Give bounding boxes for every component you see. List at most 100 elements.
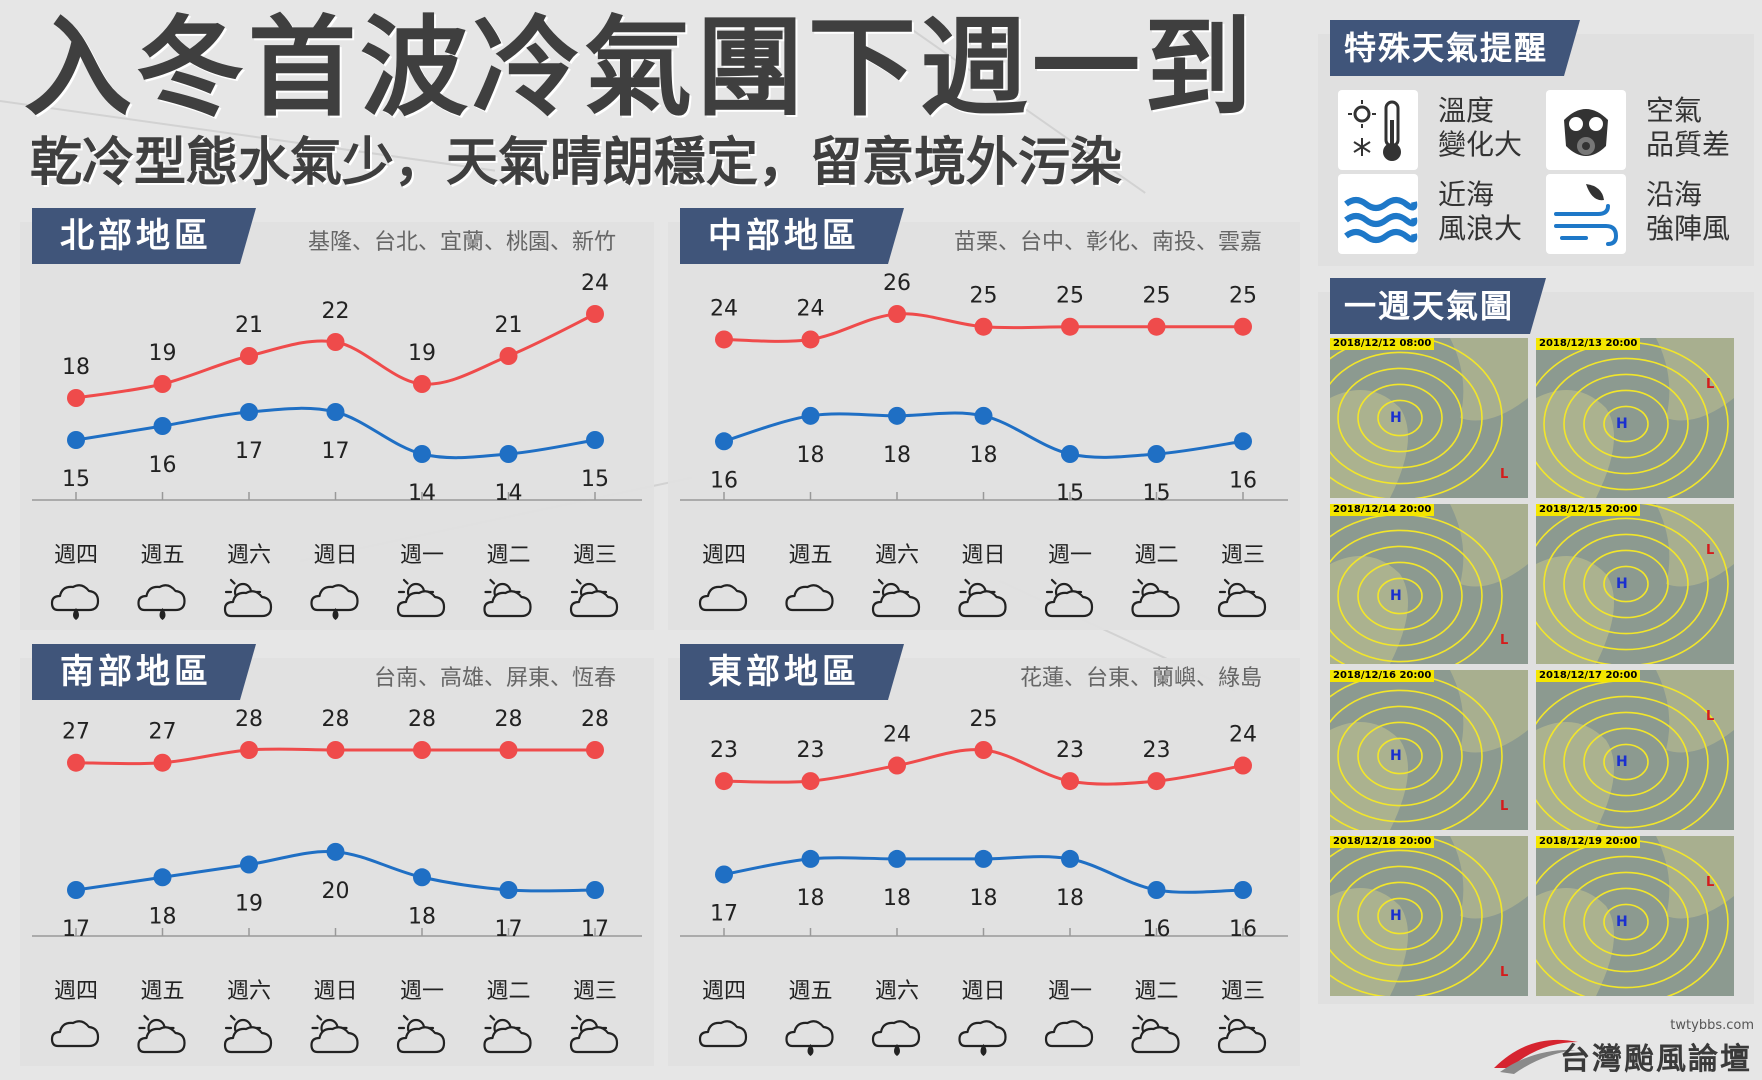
x-tick-label: 週日 bbox=[961, 979, 1005, 1004]
x-tick-label: 週一 bbox=[1048, 543, 1092, 568]
cloud-icon bbox=[698, 1020, 748, 1048]
x-tick-label: 週日 bbox=[313, 979, 357, 1004]
low-temp-point bbox=[1147, 445, 1166, 463]
data-label: 17 bbox=[62, 917, 90, 942]
cloud-icon bbox=[698, 584, 748, 612]
data-label: 23 bbox=[1143, 738, 1171, 763]
temperature-chart-north: 週四 週五 週六 週日 週一 週二 週三 18 19 21 22 19 21 24 15 16 17 17 14 14… bbox=[32, 271, 642, 620]
high-temp-point bbox=[586, 741, 604, 759]
x-tick-label: 週一 bbox=[400, 543, 444, 568]
data-label: 25 bbox=[1143, 284, 1171, 309]
svg-text:H: H bbox=[1616, 576, 1628, 592]
x-tick-label: 週三 bbox=[573, 543, 617, 568]
high-temp-point bbox=[1234, 756, 1252, 775]
high-temp-point bbox=[586, 305, 604, 323]
cloud-rain-icon bbox=[310, 584, 359, 620]
alert-wind: 沿海 強陣風 bbox=[1546, 174, 1746, 254]
x-tick-label: 週二 bbox=[1134, 979, 1178, 1004]
alert-label-line1: 空氣 bbox=[1646, 94, 1703, 127]
low-temp-point bbox=[1061, 849, 1079, 868]
temperature-chart-central: 週四 週五 週六 週日 週一 週二 週三 24 24 26 25 25 25 25 16 18 18 18 15 15… bbox=[680, 271, 1288, 618]
x-tick-label: 週五 bbox=[140, 979, 184, 1004]
region-cities: 基隆、台北、宜蘭、桃園、新竹 bbox=[307, 230, 616, 255]
high-temp-point bbox=[801, 772, 820, 791]
data-label: 28 bbox=[495, 707, 523, 732]
svg-text:H: H bbox=[1616, 914, 1628, 930]
svg-text:L: L bbox=[1500, 633, 1508, 648]
data-label: 24 bbox=[1229, 723, 1257, 748]
low-temp-point bbox=[413, 868, 431, 887]
svg-text:H: H bbox=[1390, 588, 1402, 604]
low-temp-point bbox=[499, 445, 518, 463]
data-label: 26 bbox=[883, 271, 911, 296]
low-temp-point bbox=[888, 849, 906, 868]
low-temp-point bbox=[326, 842, 345, 861]
x-tick-label: 週三 bbox=[573, 979, 617, 1004]
data-label: 24 bbox=[883, 723, 911, 748]
x-tick-label: 週六 bbox=[875, 979, 919, 1004]
data-label: 24 bbox=[581, 271, 609, 296]
high-temp-point bbox=[801, 330, 820, 349]
temperature-chart-south: 週四 週五 週六 週日 週一 週二 週三 27 27 28 28 28 28 28 17 18 19 20 18 17… bbox=[32, 707, 642, 1054]
cloud-rain-icon bbox=[137, 584, 186, 620]
map-date-label: 2018/12/19 20:00 bbox=[1536, 836, 1641, 848]
svg-text:L: L bbox=[1706, 709, 1714, 724]
page-title: 入冬首波冷氣團下週一到 bbox=[24, 6, 1257, 131]
data-label: 24 bbox=[710, 296, 738, 321]
low-temp-point bbox=[326, 403, 345, 421]
data-label: 18 bbox=[883, 886, 911, 911]
region-cities: 台南、高雄、屏東、恆春 bbox=[373, 666, 616, 691]
high-temp-point bbox=[413, 375, 431, 393]
data-label: 28 bbox=[581, 707, 609, 732]
data-label: 21 bbox=[235, 313, 263, 338]
high-temp-point bbox=[67, 753, 85, 772]
data-label: 17 bbox=[581, 917, 609, 942]
cloud-rain-icon bbox=[50, 584, 100, 620]
map-date-label: 2018/12/15 20:00 bbox=[1536, 504, 1641, 516]
alerts-panel: 特殊天氣提醒 溫度 變化大 空氣 品質差 bbox=[1318, 20, 1754, 266]
high-temp-point bbox=[153, 375, 172, 393]
low-temp-point bbox=[499, 881, 518, 899]
isobar-icon: HL bbox=[1330, 504, 1528, 664]
data-label: 20 bbox=[322, 879, 350, 904]
high-temp-point bbox=[1147, 317, 1166, 336]
low-temp-point bbox=[801, 406, 820, 425]
low-temp-point bbox=[715, 432, 733, 451]
data-label: 16 bbox=[1143, 917, 1171, 942]
svg-text:L: L bbox=[1706, 543, 1714, 558]
weather-map: H L 2018/12/16 20:00 bbox=[1330, 670, 1528, 830]
low-temp-point bbox=[153, 868, 172, 887]
data-label: 23 bbox=[710, 738, 738, 763]
isobar-icon: HL bbox=[1536, 670, 1734, 830]
high-temp-point bbox=[326, 333, 345, 351]
high-temp-point bbox=[974, 741, 993, 759]
weather-map: H L 2018/12/13 20:00 bbox=[1536, 338, 1734, 498]
map-date-label: 2018/12/18 20:00 bbox=[1330, 836, 1435, 848]
data-label: 16 bbox=[1229, 917, 1257, 942]
alert-waves: 近海 風浪大 bbox=[1338, 174, 1538, 254]
cloud-rain-icon bbox=[871, 1020, 921, 1056]
isobar-icon: HL bbox=[1536, 338, 1734, 498]
high-temp-point bbox=[499, 741, 518, 759]
x-tick-label: 週一 bbox=[400, 979, 444, 1004]
alerts-title: 特殊天氣提醒 bbox=[1330, 20, 1581, 76]
sun-cloud-icon bbox=[396, 1014, 446, 1054]
data-label: 22 bbox=[322, 299, 350, 324]
low-temp-point bbox=[67, 881, 85, 899]
x-tick-label: 週四 bbox=[702, 979, 746, 1004]
data-label: 14 bbox=[495, 481, 523, 506]
logo: twtybbs.com 台灣颱風論壇 bbox=[1490, 1018, 1760, 1078]
high-temp-point bbox=[888, 305, 906, 323]
region-panel-north: 週四 週五 週六 週日 週一 週二 週三 18 19 21 22 19 21 24 15 16 17 17 14 14… bbox=[20, 208, 654, 630]
high-temp-point bbox=[888, 756, 906, 775]
sun-cloud-icon bbox=[223, 1014, 273, 1054]
region-cities: 苗栗、台中、彰化、南投、雲嘉 bbox=[953, 230, 1262, 255]
data-label: 18 bbox=[797, 886, 825, 911]
data-label: 18 bbox=[62, 355, 90, 380]
x-tick-label: 週四 bbox=[54, 543, 98, 568]
data-label: 14 bbox=[408, 481, 436, 506]
data-label: 24 bbox=[797, 296, 825, 321]
low-temp-point bbox=[1061, 445, 1079, 463]
high-temp-point bbox=[240, 741, 258, 759]
x-tick-label: 週二 bbox=[1134, 543, 1178, 568]
